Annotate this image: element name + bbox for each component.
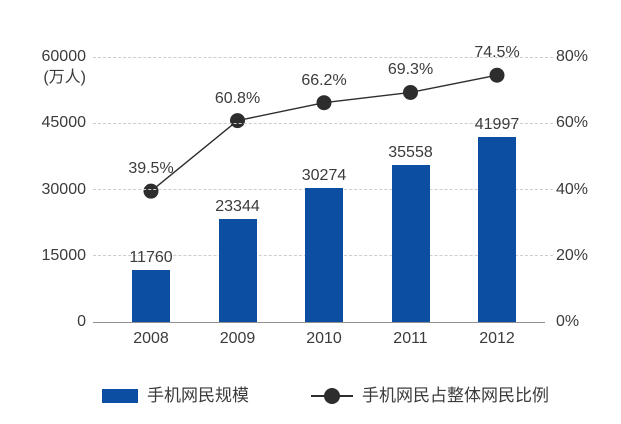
legend-item-line-series: 手机网民占整体网民比例 — [311, 386, 549, 406]
data-point-label: 69.3% — [387, 61, 434, 79]
legend: 手机网民规模 手机网民占整体网民比例 — [30, 386, 621, 406]
y-axis-label-right: 60% — [556, 114, 589, 132]
data-point-label: 39.5% — [128, 160, 174, 178]
y-axis-label-right: 80% — [556, 48, 589, 65]
bar-value-label: 35558 — [388, 143, 433, 161]
y-axis-label-right: 20% — [556, 246, 589, 264]
bar-value-label: 11760 — [129, 249, 173, 267]
data-point-dot — [316, 95, 332, 111]
legend-dot-icon — [324, 388, 340, 404]
bar-value-label: 23344 — [215, 197, 260, 215]
x-axis-label: 2011 — [393, 330, 428, 347]
legend-item-bar-series: 手机网民规模 — [102, 386, 249, 406]
data-point-label: 74.5% — [474, 44, 520, 62]
x-axis-line — [93, 322, 545, 323]
y-axis-unit: (万人) — [43, 69, 86, 86]
data-point-dot — [489, 67, 505, 83]
bar — [391, 164, 430, 322]
bar — [132, 270, 170, 322]
bar-value-label: 30274 — [301, 167, 347, 185]
gridline — [93, 56, 553, 58]
bar — [305, 188, 343, 322]
gridline — [93, 122, 553, 124]
y-axis-label-left: 30000 — [41, 180, 87, 198]
data-point-dot — [403, 84, 418, 100]
x-axis-label: 2008 — [133, 330, 169, 347]
data-point-dot — [143, 183, 159, 199]
data-point-label: 60.8% — [214, 89, 261, 107]
x-axis-label: 2010 — [306, 330, 342, 347]
x-axis-label: 2012 — [479, 330, 515, 347]
legend-bar-swatch — [102, 389, 138, 403]
y-axis-label-right: 0% — [556, 313, 580, 330]
x-axis-label: 2009 — [219, 330, 256, 347]
data-point-dot — [230, 113, 245, 129]
legend-line-dot-marker — [311, 388, 353, 404]
y-axis-label-left: 60000 — [41, 48, 87, 65]
bar — [218, 218, 257, 322]
bar-value-label: 41997 — [474, 115, 520, 133]
legend-label: 手机网民规模 — [147, 386, 249, 405]
y-axis-label-right: 40% — [556, 180, 589, 198]
y-axis-label-left: 15000 — [41, 246, 87, 264]
y-axis-label-left: 45000 — [41, 114, 87, 132]
y-axis-label-left: 0 — [77, 313, 86, 330]
legend-label: 手机网民占整体网民比例 — [362, 386, 549, 405]
data-point-label: 66.2% — [301, 71, 347, 89]
bar — [478, 136, 516, 322]
